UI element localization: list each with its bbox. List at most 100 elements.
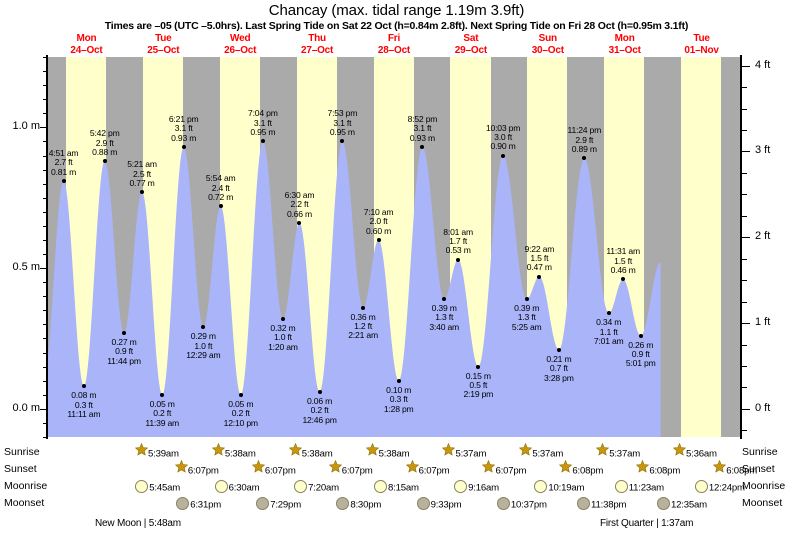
astro-row-label-left-moonset: Moonset [4,497,45,509]
tide-extreme-label-high: 9:22 am 1.5 ft 0.47 m [508,244,570,273]
tide-extreme-label-low: 0.32 m 1.0 ft 1:20 am [252,322,314,352]
axis-tick-left [43,225,48,227]
astro-row-sunrise: Sunrise Sunrise 5:39am 5:38am 5:38am 5:38am 5:… [0,443,793,460]
tide-extreme-line-0: 10:03 pm [485,122,521,133]
tide-extreme-line-0: 5:21 am [127,159,157,170]
day-header-7: Mon 31–Oct [586,33,663,56]
tide-extreme-label-high: 6:21 pm 3.1 ft 0.93 m [153,114,215,143]
astro-event-sunrise-0: 5:39am [134,443,179,460]
star-icon [482,460,496,473]
y-axis-left [46,55,48,439]
tide-extreme-line-2: 11:39 am [145,417,179,428]
tide-extreme-line-1: 3.1 ft [253,117,272,128]
tide-extreme-dot [218,204,223,209]
tide-extreme-dot [260,139,265,144]
tide-extreme-line-1: 0.3 ft [389,394,408,405]
y-axis-label-left-2: 0.0 m [12,401,40,414]
tide-extreme-line-0: 6:21 pm [168,114,199,125]
moon-icon [214,480,228,493]
tide-extreme-line-1: 0.3 ft [74,399,93,410]
tide-extreme-line-1: 2.9 ft [95,137,114,148]
tide-extreme-dot [317,389,322,394]
axis-tick-left [43,324,48,326]
star-icon [134,443,148,456]
tide-extreme-line-0: 0.27 m [111,336,137,347]
astro-event-time: 5:38am [224,448,256,460]
axis-tick-left [43,422,48,424]
astro-event-time: 10:37pm [510,499,547,511]
tide-extreme-line-0: 0.39 m [431,303,457,314]
axis-tick-right [742,280,747,282]
page-title: Chancay (max. tidal range 1.19m 3.9ft) [268,2,525,19]
axis-tick-left [40,268,48,270]
axis-tick-left [43,380,48,382]
tide-extreme-label-high: 5:21 am 2.5 ft 0.77 m [111,159,173,188]
astro-event-sunset-3: 6:07pm [405,460,450,477]
tide-extreme-line-1: 0.9 ft [115,346,133,357]
astro-event-moonset-6: 12:35am [656,495,707,511]
tide-extreme-dot [537,274,542,279]
astro-event-time: 6:07pm [264,465,296,477]
star-icon [442,443,456,456]
tide-extreme-line-2: 0.93 m [171,132,197,143]
astro-event-sunset-0: 6:07pm [174,460,219,477]
day-header-3: Thu 27–Oct [279,33,356,56]
tide-extreme-line-2: 0.95 m [329,127,355,138]
tide-extreme-line-1: 0.5 ft [469,380,488,391]
axis-tick-left [40,127,48,129]
tide-extreme-line-2: 3:40 am [429,321,460,332]
star-icon [288,443,302,456]
tide-extreme-line-0: 0.36 m [350,311,376,322]
day-header-2: Wed 26–Oct [202,33,279,56]
axis-tick-right [742,172,747,174]
day-header-date: 25–Oct [147,44,180,56]
star-icon [251,460,265,473]
tide-extreme-line-0: 0.05 m [228,398,254,409]
tide-extreme-line-2: 5:25 am [511,321,542,332]
astro-row-moonset: Moonset Moonset 6:31pm 7:29pm 8:30pm 9:33pm 10… [0,495,793,511]
tide-extreme-dot [160,392,165,397]
tide-extreme-line-0: 8:01 am [443,226,473,237]
tide-extreme-line-1: 2.9 ft [575,134,594,145]
tide-extreme-line-0: 0.06 m [307,395,333,406]
tide-extreme-line-1: 0.2 ft [310,405,329,416]
astro-event-sunrise-4: 5:37am [442,443,487,460]
y-axis-right [740,55,742,439]
axis-tick-right [742,151,750,153]
astro-event-time: 12:24pm [708,482,745,494]
tide-extreme-line-2: 0.53 m [445,245,471,256]
axis-tick-left [43,310,48,312]
day-header-dow: Sat [463,33,479,44]
tide-extreme-dot [621,277,626,282]
tide-extreme-line-0: 0.32 m [270,322,296,333]
tide-extreme-line-1: 1.3 ft [435,312,454,323]
day-header-4: Fri 28–Oct [356,33,433,56]
tide-extreme-label-low: 0.10 m 0.3 ft 1:28 pm [368,385,430,414]
day-header-8: Tue 01–Nov [663,33,740,56]
tide-extreme-line-2: 5:01 pm [625,358,656,369]
astro-event-moonrise-0: 5:45am [135,478,180,494]
tide-extreme-line-2: 0.47 m [526,262,552,273]
astro-event-time: 5:39am [147,448,179,460]
moon-icon [496,497,510,510]
astro-event-sunset-4: 6:07pm [482,460,526,477]
astro-row-sunset: Sunset Sunset 6:07pm 6:07pm 6:07pm 6:07pm 6:07… [0,460,793,477]
tide-extreme-line-1: 3.1 ft [333,117,352,128]
astro-event-time: 7:29pm [270,499,301,511]
astro-event-moonrise-6: 11:23am [614,478,664,494]
tide-extreme-label-high: 11:31 am 1.5 ft 0.46 m [592,246,654,275]
astro-event-moonrise-7: 12:24pm [694,478,745,494]
tide-extreme-line-0: 7:04 pm [248,108,278,119]
tide-extreme-dot [396,378,401,383]
moon-phase-caption-0: New Moon | 5:48am [95,518,181,529]
astro-event-sunset-1: 6:07pm [251,460,296,477]
tide-extreme-line-1: 1.3 ft [517,312,536,323]
tide-extreme-line-0: 0.29 m [190,331,216,342]
axis-tick-left [43,239,48,241]
astro-event-time: 10:19am [548,482,585,494]
tide-extreme-line-1: 1.0 ft [194,340,213,351]
day-header-dow: Tue [155,33,172,44]
astro-event-time: 5:37am [455,448,487,460]
astro-event-moonset-3: 9:33pm [416,495,462,511]
y-axis-label-right-1: 3 ft [755,144,771,157]
